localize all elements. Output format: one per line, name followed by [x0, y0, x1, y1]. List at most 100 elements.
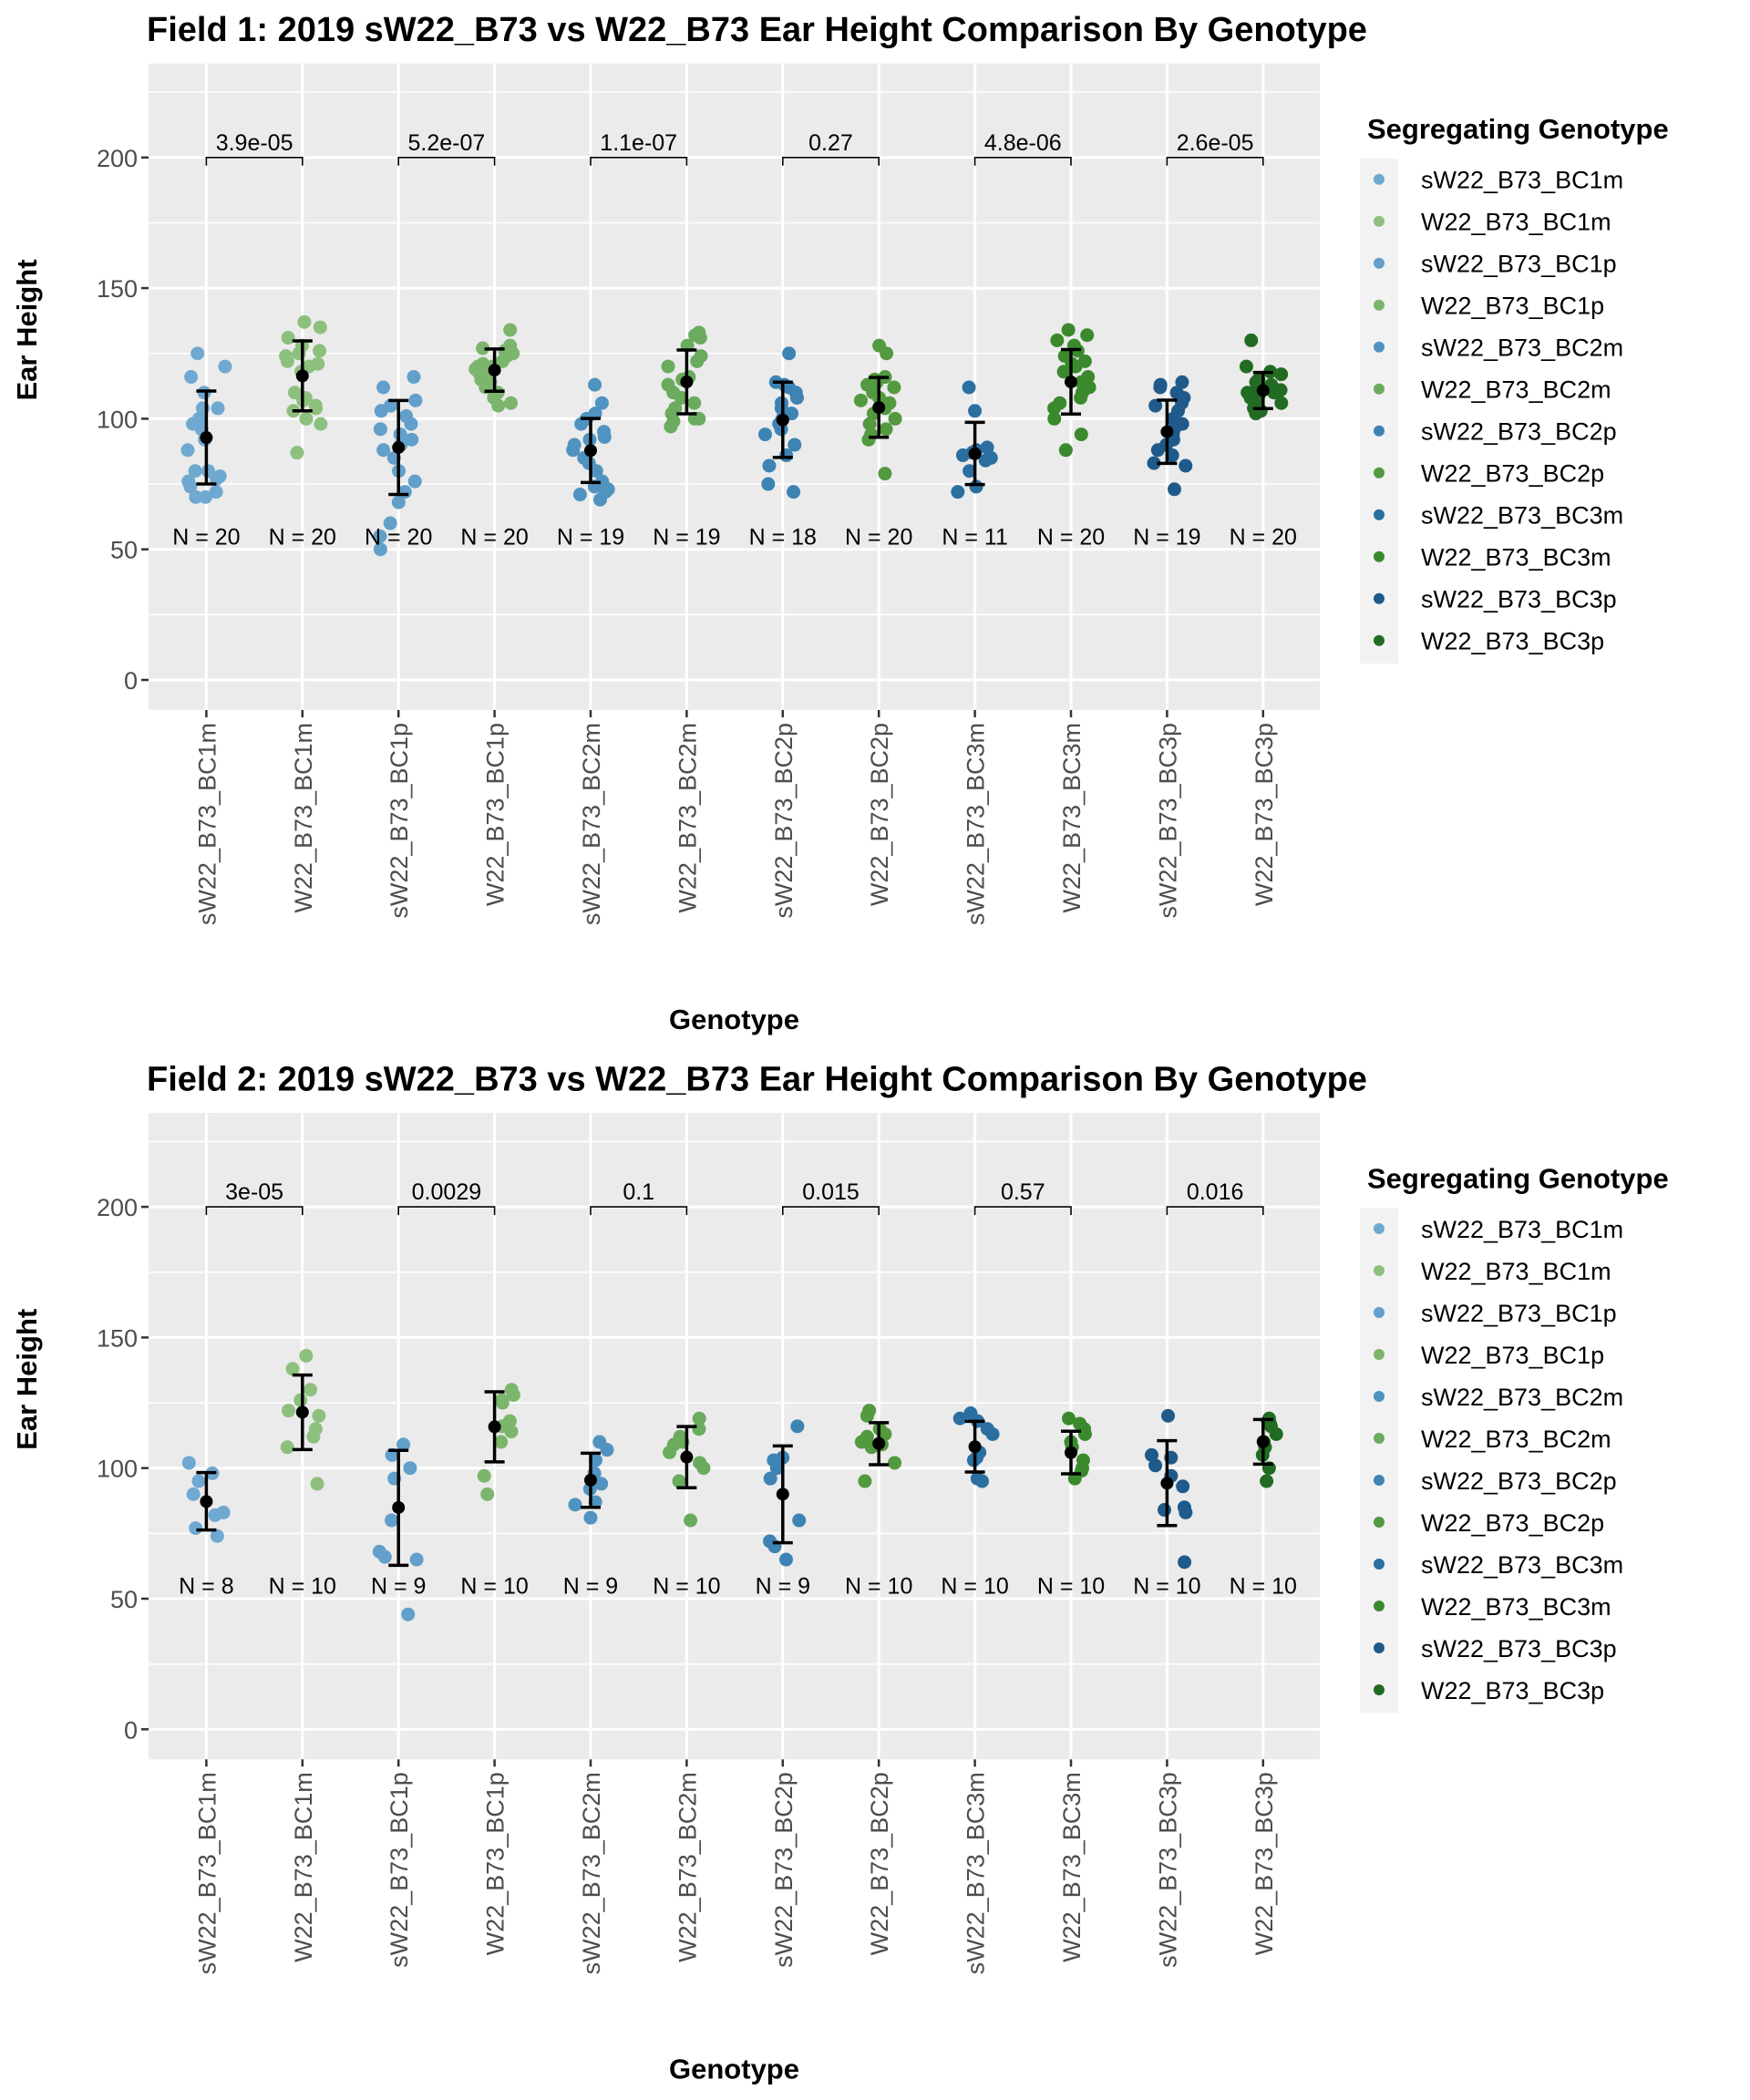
- legend-key-dot: [1374, 1601, 1385, 1611]
- data-point: [218, 359, 232, 374]
- legend-label: sW22_B73_BC3m: [1421, 502, 1623, 530]
- data-point: [186, 1487, 201, 1501]
- data-point: [778, 1552, 793, 1567]
- legend-key-dot: [1374, 1475, 1385, 1486]
- n-label: N = 9: [371, 1574, 426, 1600]
- x-tick-label: W22_B73_BC2p: [866, 1772, 893, 1955]
- p-value-label: 0.57: [1001, 1179, 1045, 1205]
- x-tick-label: W22_B73_BC2m: [674, 1772, 701, 1962]
- y-tick-label: 50: [110, 1586, 138, 1613]
- data-point: [690, 354, 705, 368]
- data-point: [1061, 323, 1076, 337]
- x-tick-label: sW22_B73_BC2p: [770, 723, 798, 919]
- x-tick-label: W22_B73_BC1m: [290, 1772, 317, 1962]
- n-label: N = 9: [563, 1574, 618, 1600]
- data-point: [1148, 398, 1163, 413]
- p-value-label: 1.1e-07: [600, 130, 677, 156]
- data-point: [574, 417, 589, 431]
- data-point: [888, 1456, 902, 1470]
- mean-point: [392, 1500, 406, 1514]
- data-point: [1179, 1505, 1193, 1519]
- legend-label: W22_B73_BC1m: [1421, 209, 1611, 236]
- data-point: [858, 1474, 872, 1488]
- data-point: [373, 422, 387, 437]
- legend-key-dot: [1374, 1223, 1385, 1234]
- legend-key-dot: [1374, 467, 1385, 479]
- data-point: [1260, 1474, 1274, 1488]
- legend-label: W22_B73_BC3m: [1421, 544, 1611, 571]
- legend-label: sW22_B73_BC1m: [1421, 1216, 1623, 1243]
- x-tick-label: W22_B73_BC1p: [482, 1772, 510, 1955]
- data-point: [299, 1348, 314, 1363]
- n-label: N = 20: [845, 524, 912, 550]
- data-point: [476, 341, 490, 355]
- data-point: [862, 417, 877, 431]
- data-point: [664, 419, 678, 434]
- data-point: [290, 446, 304, 460]
- legend: Segregating Genotype sW22_B73_BC1m W22_B73…: [1360, 1162, 1669, 1714]
- legend-key-dot: [1374, 1517, 1385, 1528]
- data-point: [1158, 1503, 1172, 1518]
- p-value-label: 3e-05: [225, 1179, 283, 1205]
- data-point: [1047, 411, 1062, 426]
- n-label: N = 19: [557, 524, 624, 550]
- mean-point: [872, 401, 886, 415]
- n-label: N = 8: [179, 1574, 233, 1600]
- legend-label: W22_B73_BC3m: [1421, 1593, 1611, 1621]
- data-point: [572, 488, 587, 502]
- data-point: [280, 354, 294, 368]
- legend-label: sW22_B73_BC2p: [1421, 418, 1617, 446]
- data-point: [789, 390, 804, 405]
- data-point: [568, 1498, 582, 1512]
- p-value-label: 0.0029: [412, 1179, 481, 1205]
- legend-title: Segregating Genotype: [1367, 1162, 1669, 1194]
- data-point: [188, 464, 202, 479]
- data-point: [377, 1549, 392, 1564]
- n-label: N = 10: [269, 1574, 336, 1600]
- p-value-label: 0.016: [1187, 1179, 1244, 1205]
- data-point: [1077, 1426, 1092, 1441]
- data-point: [396, 1437, 411, 1452]
- data-point: [661, 359, 675, 374]
- data-point: [1274, 367, 1289, 382]
- x-tick-label: sW22_B73_BC1m: [193, 723, 221, 925]
- data-point: [790, 1419, 805, 1434]
- x-tick-label: sW22_B73_BC1p: [386, 1772, 413, 1968]
- legend-label: W22_B73_BC1p: [1421, 293, 1604, 320]
- data-point: [494, 1435, 509, 1449]
- mean-point: [295, 1405, 309, 1419]
- x-tick-label: sW22_B73_BC1p: [386, 723, 413, 919]
- legend-key-dot: [1374, 1559, 1385, 1570]
- data-point: [191, 1474, 206, 1488]
- data-point: [692, 1422, 706, 1436]
- data-point: [1239, 359, 1253, 374]
- legend-key-dot: [1374, 1265, 1385, 1276]
- mean-point: [584, 444, 597, 458]
- data-point: [409, 1552, 424, 1567]
- mean-point: [392, 440, 406, 454]
- x-tick-label: sW22_B73_BC3p: [1154, 1772, 1181, 1968]
- data-point: [190, 346, 205, 361]
- x-tick-label: W22_B73_BC2m: [674, 723, 701, 913]
- legend-key-dot: [1374, 215, 1385, 227]
- data-point: [1165, 448, 1179, 463]
- comparison-bracket: [205, 1206, 304, 1216]
- data-point: [594, 1477, 609, 1491]
- data-point: [480, 1487, 495, 1501]
- data-point: [1074, 427, 1088, 442]
- legend-key-dot: [1374, 1642, 1385, 1653]
- data-point: [310, 1477, 324, 1491]
- data-point: [385, 1513, 399, 1528]
- n-label: N = 10: [845, 1574, 912, 1600]
- data-point: [181, 1456, 196, 1470]
- data-point: [684, 1513, 698, 1528]
- legend-key-dot: [1374, 592, 1385, 604]
- x-tick-label: W22_B73_BC1p: [482, 723, 510, 906]
- data-point: [1080, 328, 1095, 343]
- legend-label: W22_B73_BC1p: [1421, 1342, 1604, 1369]
- y-tick-label: 200: [97, 1194, 138, 1221]
- legend-label: sW22_B73_BC2m: [1421, 335, 1623, 362]
- y-tick-label: 0: [124, 667, 138, 695]
- data-point: [1058, 443, 1073, 458]
- data-point: [1269, 1426, 1283, 1441]
